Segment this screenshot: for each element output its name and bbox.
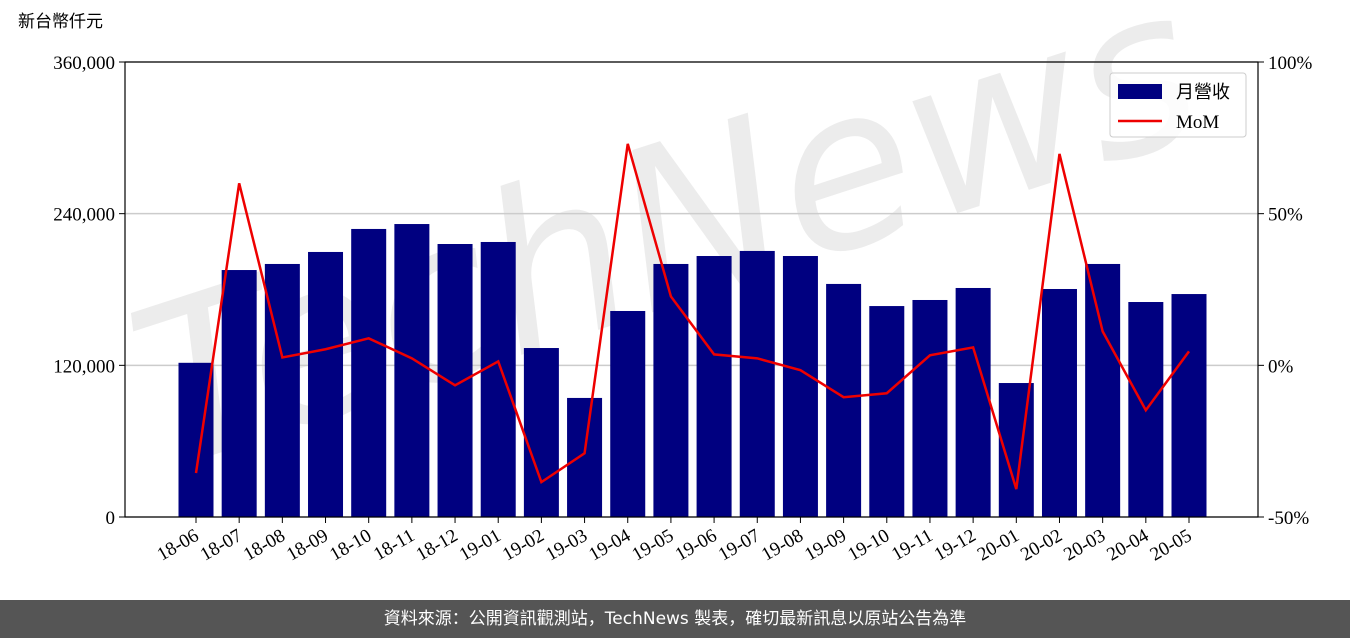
x-tick-label: 18-09 xyxy=(283,525,332,565)
bar xyxy=(437,244,473,517)
chart: 新台幣仟元 TechNews0120,000240,000360,000-50%… xyxy=(18,0,1313,566)
x-tick-label: 19-06 xyxy=(672,525,721,565)
x-tick-label: 19-10 xyxy=(844,525,893,565)
bar xyxy=(1041,288,1077,517)
x-tick-label: 20-05 xyxy=(1147,525,1196,565)
bar xyxy=(394,224,430,517)
bar xyxy=(912,299,948,517)
x-tick-label: 19-08 xyxy=(758,525,807,565)
y-tick-label: 360,000 xyxy=(53,53,115,74)
plot-frame xyxy=(124,61,1259,518)
bar xyxy=(264,263,300,517)
x-tick-label: 19-04 xyxy=(585,525,634,566)
x-tick-label: 18-06 xyxy=(154,525,203,565)
y2-tick-label: 100% xyxy=(1268,53,1313,74)
y2-tick-label: 50% xyxy=(1268,205,1303,226)
x-tick-label: 19-01 xyxy=(456,525,505,565)
x-tick-label: 18-07 xyxy=(197,525,246,565)
bar xyxy=(826,283,862,517)
bar xyxy=(480,241,516,517)
y2-tick-label: 0% xyxy=(1268,356,1294,377)
x-tick-label: 20-02 xyxy=(1017,525,1066,565)
bar xyxy=(567,397,603,517)
bar xyxy=(782,256,818,517)
x-tick-label: 19-09 xyxy=(801,525,850,565)
y-tick-label: 120,000 xyxy=(53,356,115,377)
x-tick-label: 20-03 xyxy=(1060,525,1109,565)
bar xyxy=(351,228,387,517)
x-tick-label: 18-08 xyxy=(240,525,289,565)
bar xyxy=(1085,263,1121,517)
legend-swatch xyxy=(1118,84,1162,99)
bar xyxy=(653,263,689,517)
bar xyxy=(221,270,257,517)
bar xyxy=(308,251,344,517)
bar xyxy=(1171,294,1207,517)
x-tick-label: 19-11 xyxy=(888,525,936,565)
x-tick-label: 18-12 xyxy=(413,525,462,565)
legend-label: MoM xyxy=(1176,112,1219,133)
y-tick-label: 0 xyxy=(106,508,116,529)
x-tick-label: 19-05 xyxy=(629,525,678,565)
bar xyxy=(955,287,991,517)
x-tick-label: 19-07 xyxy=(715,525,764,565)
legend-label: 月營收 xyxy=(1176,82,1230,103)
bar xyxy=(869,306,905,517)
x-tick-label: 19-12 xyxy=(931,525,980,565)
x-tick-label: 19-03 xyxy=(542,525,591,565)
footer: 資料來源：公開資訊觀測站，TechNews 製表，確切最新訊息以原站公告為準 xyxy=(0,600,1350,638)
y-axis-label: 新台幣仟元 xyxy=(18,12,103,32)
y2-tick-label: -50% xyxy=(1268,508,1309,529)
y-tick-label: 240,000 xyxy=(53,205,115,226)
bar xyxy=(523,348,559,517)
x-tick-label: 20-01 xyxy=(974,525,1023,565)
bar xyxy=(696,256,732,517)
bar xyxy=(739,250,775,517)
x-tick-label: 18-11 xyxy=(370,525,418,565)
x-tick-label: 20-04 xyxy=(1103,525,1152,566)
mom-line xyxy=(194,143,1191,490)
bar xyxy=(610,310,646,517)
x-tick-label: 18-10 xyxy=(326,525,375,565)
x-tick-label: 19-02 xyxy=(499,525,548,565)
